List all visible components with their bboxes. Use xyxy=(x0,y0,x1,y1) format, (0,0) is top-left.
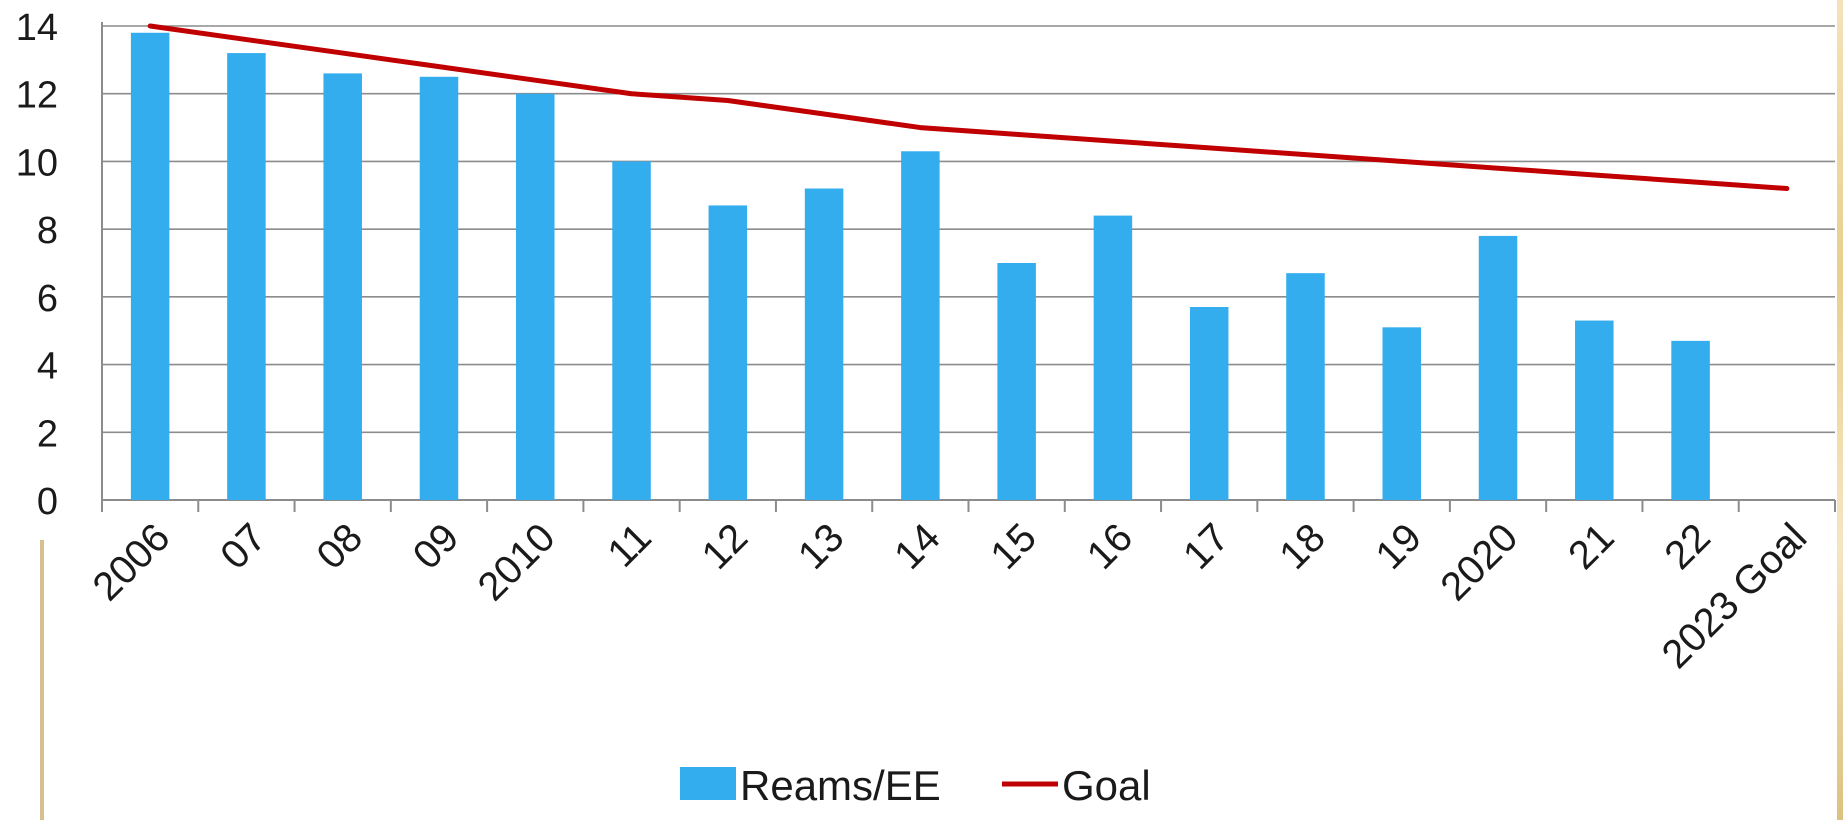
bar xyxy=(997,263,1036,500)
y-tick-label: 10 xyxy=(16,142,58,184)
x-tick-label: 2006 xyxy=(84,515,178,609)
y-tick-label: 12 xyxy=(16,75,58,117)
y-tick-label: 14 xyxy=(16,7,58,49)
bar xyxy=(1286,273,1325,500)
legend-swatch-bars xyxy=(680,767,736,800)
decorative-rule xyxy=(40,540,44,820)
y-tick-label: 2 xyxy=(37,413,58,455)
x-tick-label: 08 xyxy=(308,515,371,578)
x-tick-label: 09 xyxy=(405,515,468,578)
x-tick-label: 14 xyxy=(886,515,949,578)
bar xyxy=(612,161,651,500)
bar xyxy=(1093,215,1133,500)
x-tick-label: 16 xyxy=(1079,515,1142,578)
bar xyxy=(130,32,170,501)
x-tick-label: 18 xyxy=(1271,515,1334,578)
x-tick-label: 07 xyxy=(212,515,275,578)
x-tick-label: 15 xyxy=(982,515,1045,578)
x-tick-label: 2010 xyxy=(470,515,564,609)
bar xyxy=(1575,320,1614,500)
bar xyxy=(1478,235,1518,500)
bar xyxy=(708,205,748,500)
x-tick-label: 22 xyxy=(1656,515,1719,578)
bar xyxy=(804,188,844,500)
x-tick-label: 21 xyxy=(1560,515,1623,578)
decorative-edge xyxy=(1837,0,1843,820)
x-tick-label: 11 xyxy=(599,515,659,575)
bar xyxy=(1189,307,1229,500)
bar xyxy=(515,93,555,500)
x-tick-label: 19 xyxy=(1368,515,1431,578)
y-tick-label: 8 xyxy=(37,210,58,252)
legend-label-bars: Reams/EE xyxy=(740,762,941,809)
bar xyxy=(323,73,362,501)
x-tick-label: 13 xyxy=(790,515,853,578)
y-tick-label: 0 xyxy=(37,481,58,523)
y-tick-label: 4 xyxy=(37,346,58,388)
bar xyxy=(227,53,266,500)
bar xyxy=(419,76,459,501)
x-tick-label: 2020 xyxy=(1432,515,1526,609)
bar xyxy=(901,151,940,500)
x-tick-label: 12 xyxy=(694,515,757,578)
bar xyxy=(1382,327,1422,500)
x-tick-label: 17 xyxy=(1175,515,1238,578)
legend-label-line: Goal xyxy=(1062,762,1151,809)
bar xyxy=(1671,340,1710,500)
y-tick-label: 6 xyxy=(37,278,58,320)
goal-line xyxy=(147,23,1790,192)
